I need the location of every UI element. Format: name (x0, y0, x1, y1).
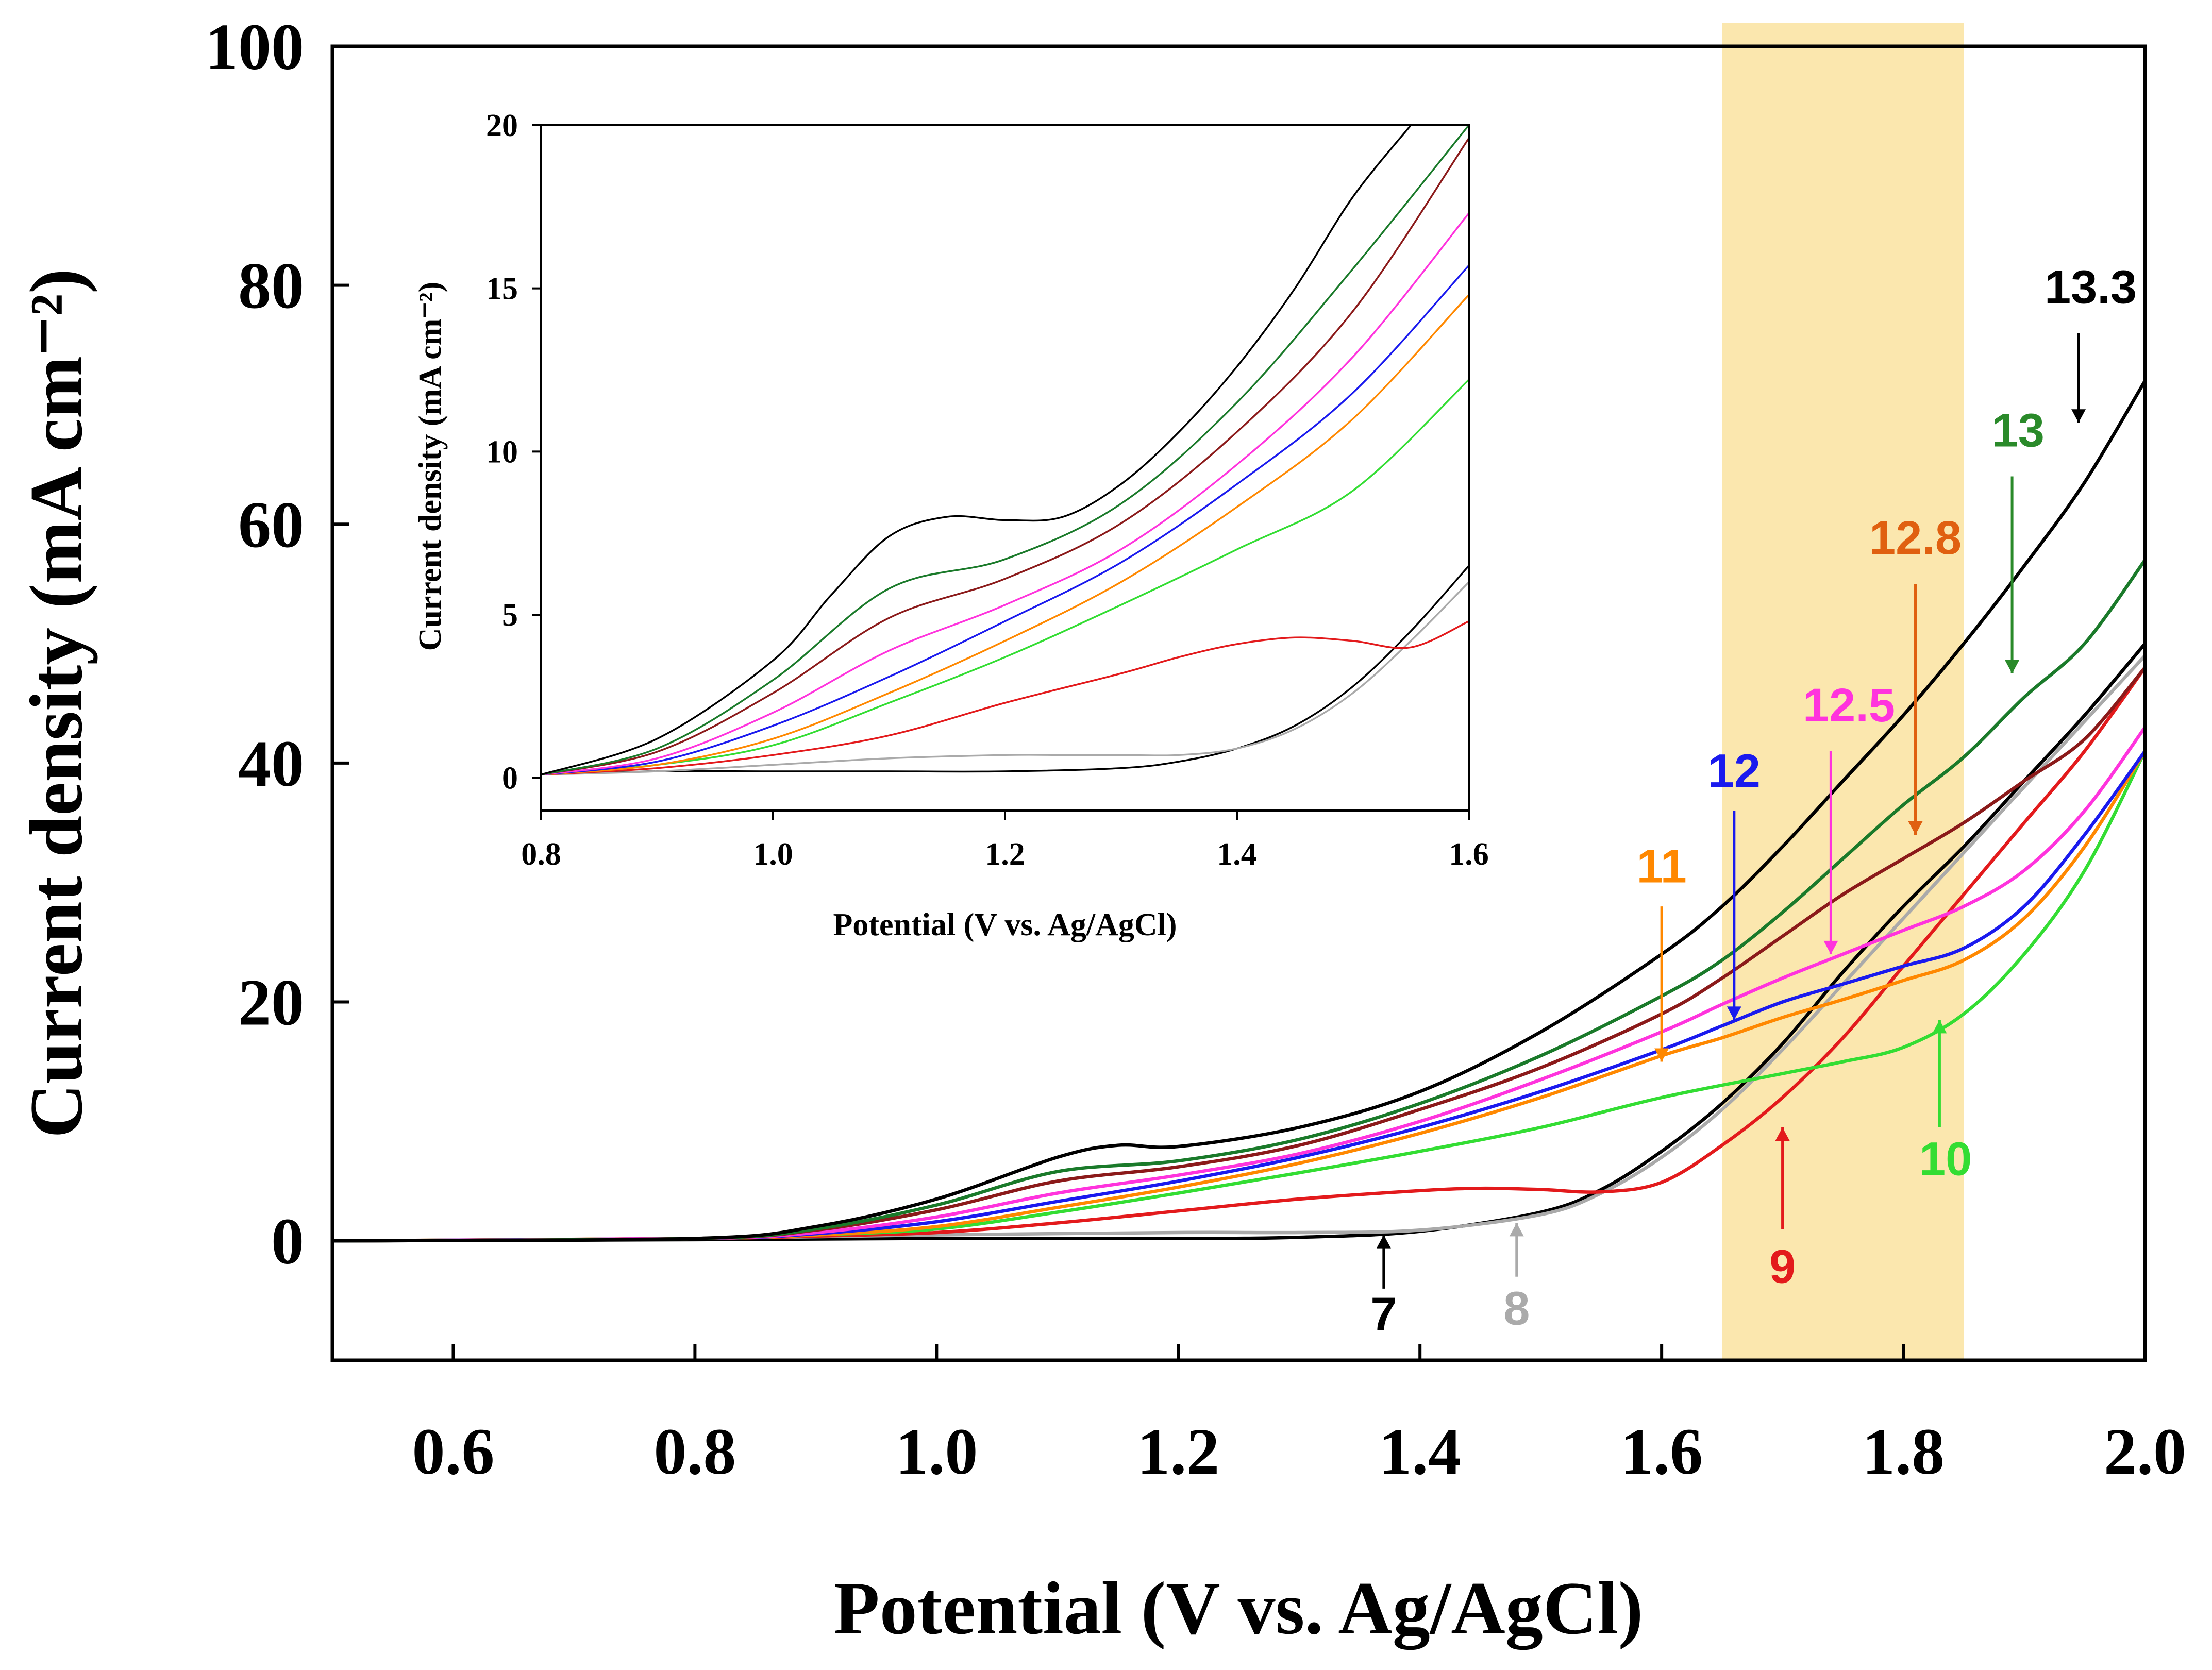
main-series-line-13 (330, 558, 2147, 1243)
annotation-arrow-head (1775, 1127, 1790, 1141)
annotation-11: 11 (1637, 840, 1687, 1062)
main-series-layer (330, 379, 2147, 1243)
inset-series-line-7 (541, 565, 1469, 776)
inset-series-line-12 (541, 264, 1469, 776)
annotation-arrow-head (2005, 660, 2020, 674)
annotation-12-8: 12.8 (1869, 512, 1962, 835)
annotation-label: 8 (1503, 1282, 1530, 1335)
inset-y-tick-label: 0 (502, 761, 518, 796)
inset-series-line-12-8 (541, 137, 1469, 776)
main-x-tick-label: 1.0 (895, 1415, 978, 1488)
inset-y-tick-label: 15 (486, 272, 518, 307)
inset-x-axis-title: Potential (V vs. Ag/AgCl) (833, 907, 1177, 942)
main-x-tick-label: 2.0 (2104, 1415, 2186, 1488)
main-series-line-12-5 (330, 726, 2147, 1243)
annotation-arrow-head (1727, 1006, 1741, 1020)
annotation-label: 10 (1919, 1133, 1972, 1186)
inset-x-tick-label: 1.2 (985, 837, 1025, 872)
inset-series-line-10 (541, 379, 1469, 776)
inset-y-tick-label: 10 (486, 434, 518, 469)
annotation-arrow-head (1654, 1048, 1669, 1062)
main-y-tick-label: 80 (238, 249, 304, 323)
annotation-9: 9 (1769, 1127, 1796, 1293)
annotation-13-3: 13.3 (2045, 261, 2137, 423)
annotation-label: 11 (1637, 840, 1687, 893)
main-x-tick-label: 1.4 (1379, 1415, 1461, 1488)
annotation-arrow-head (1932, 1020, 1947, 1034)
main-x-axis-title: Potential (V vs. Ag/AgCl) (834, 1566, 1644, 1650)
series-annotation-layer: 7 8 9 10 11 12 12.5 12.8 13 13.3 (1370, 261, 2137, 1341)
annotation-label: 12.8 (1869, 512, 1962, 564)
annotation-label: 12 (1708, 745, 1761, 797)
inset-y-tick-label: 20 (486, 108, 518, 143)
annotation-13: 13 (1992, 404, 2045, 674)
main-series-line-7 (330, 642, 2147, 1243)
annotation-arrow-head (1908, 821, 1923, 835)
inset-series-layer (541, 125, 1469, 776)
inset-y-tick-label: 5 (502, 598, 518, 633)
inset-background (541, 125, 1469, 811)
inset-x-tick-label: 1.0 (753, 837, 793, 872)
main-y-tick-label: 60 (238, 488, 304, 561)
main-x-tick-label: 1.6 (1620, 1415, 1703, 1488)
annotation-label: 13.3 (2045, 261, 2137, 313)
main-plot-frame (330, 44, 2147, 1362)
annotation-label: 7 (1370, 1288, 1397, 1341)
inset-x-tick-label: 1.4 (1217, 837, 1257, 872)
annotation-arrow-head (1509, 1223, 1524, 1237)
main-x-tick-label: 1.2 (1137, 1415, 1219, 1488)
main-x-tick-label: 1.8 (1862, 1415, 1945, 1488)
inset-series-line-11 (541, 294, 1469, 776)
inset-series-line-13 (541, 125, 1469, 776)
main-y-tick-label: 20 (238, 966, 304, 1039)
main-y-axis-title: Current density (mA cm⁻²) (14, 268, 98, 1138)
inset-chart: 0.8 1.0 1.2 1.4 1.6 0 5 10 15 20 Potential (V vs.… (413, 108, 1489, 942)
annotation-label: 13 (1992, 404, 2045, 457)
annotation-label: 12.5 (1803, 679, 1895, 732)
main-y-tick-label: 40 (238, 727, 304, 800)
main-x-tick-label: 0.8 (653, 1415, 736, 1488)
annotation-8: 8 (1503, 1223, 1530, 1335)
main-y-tick-label: 100 (205, 10, 304, 83)
inset-series-line-9 (541, 620, 1469, 776)
inset-y-axis-title: Current density (mA cm⁻²) (413, 282, 448, 651)
inset-series-line-12-5 (541, 212, 1469, 776)
annotation-label: 9 (1769, 1240, 1796, 1293)
annotation-12: 12 (1708, 745, 1761, 1020)
annotation-7: 7 (1370, 1235, 1397, 1341)
inset-series-line-8 (541, 581, 1469, 776)
main-x-tick-label: 0.6 (412, 1415, 494, 1488)
main-series-line-13-3 (330, 379, 2147, 1243)
inset-x-tick-label: 1.6 (1449, 837, 1489, 872)
annotation-arrow-head (1376, 1235, 1391, 1249)
inset-ticks-layer: 0.8 1.0 1.2 1.4 1.6 0 5 10 15 20 (486, 108, 1489, 872)
main-y-tick-label: 0 (271, 1205, 304, 1278)
annotation-arrow-head (2071, 409, 2086, 423)
annotation-arrow-head (1823, 940, 1838, 954)
inset-x-tick-label: 0.8 (521, 837, 561, 872)
annotation-10: 10 (1919, 1020, 1972, 1186)
inset-series-line-13-3 (541, 125, 1412, 776)
annotation-12-5: 12.5 (1803, 679, 1895, 954)
